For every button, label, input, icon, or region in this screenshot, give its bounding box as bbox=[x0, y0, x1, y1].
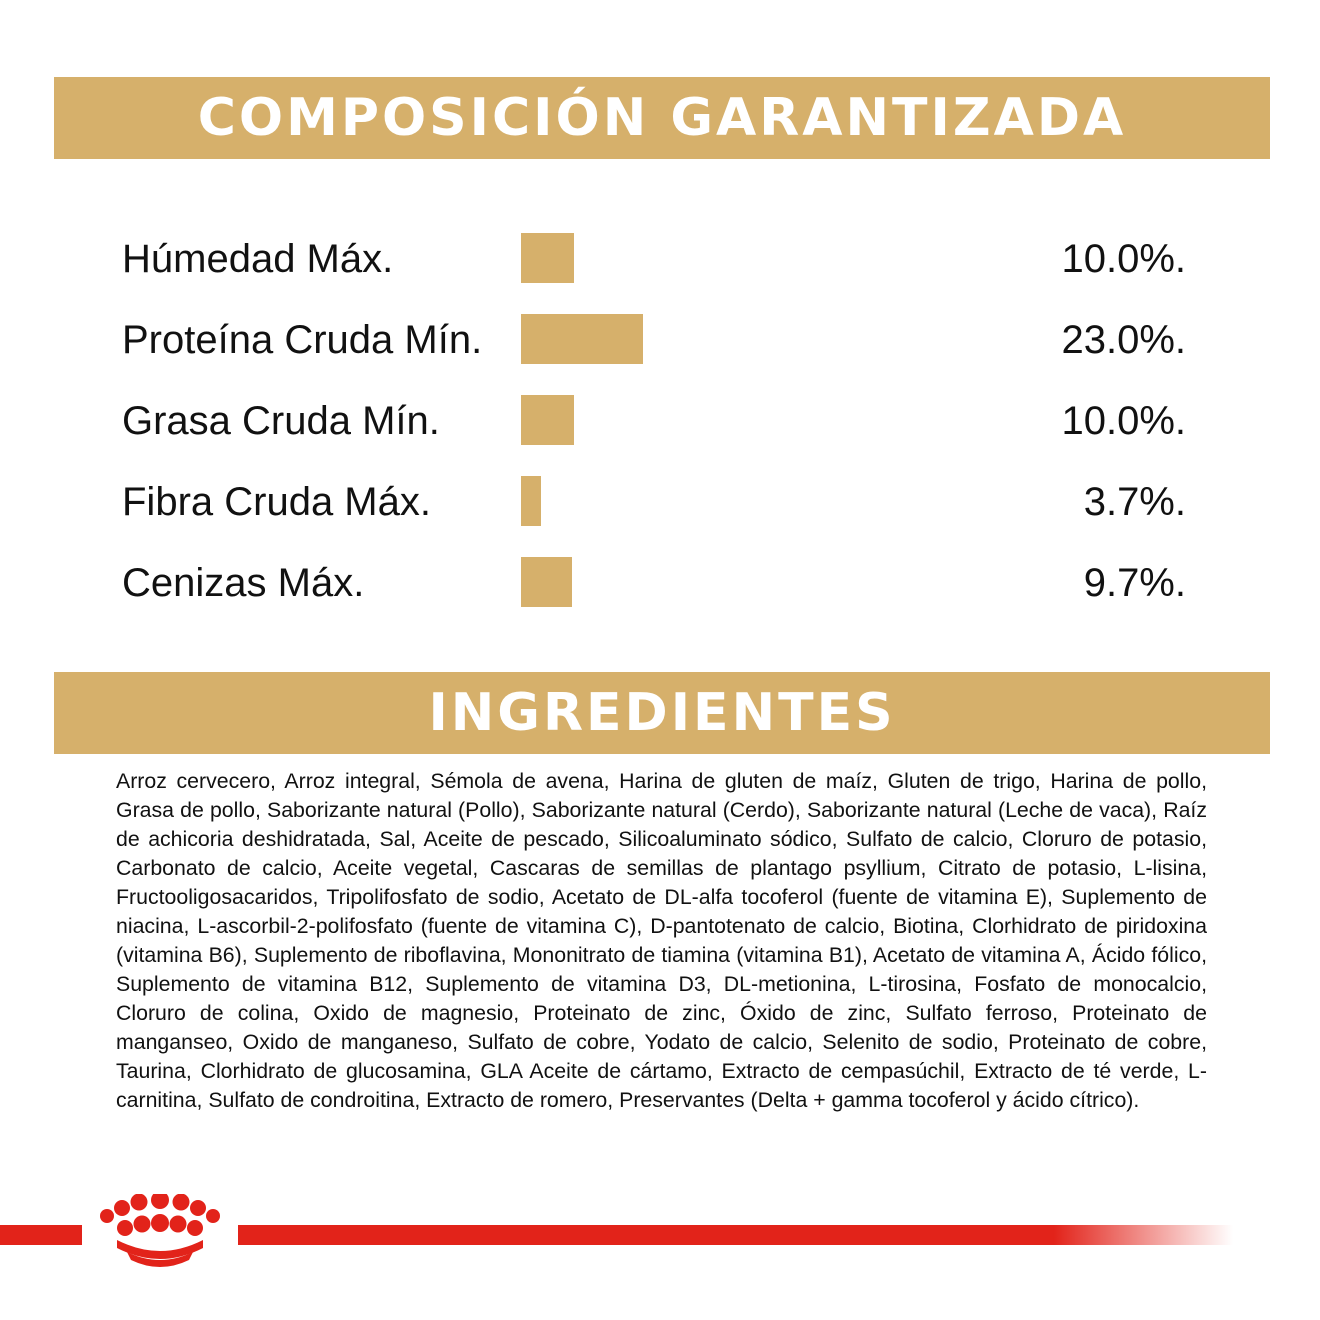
value-label: 9.7%. bbox=[1083, 561, 1186, 605]
crown-dot bbox=[172, 1194, 190, 1211]
bar bbox=[521, 395, 574, 445]
crown-dot bbox=[187, 1220, 203, 1236]
crown-dot bbox=[206, 1209, 220, 1223]
ingredients-list: Arroz cervecero, Arroz integral, Sémola … bbox=[116, 769, 1207, 1112]
composition-title: COMPOSICIÓN GARANTIZADA bbox=[197, 88, 1127, 148]
crown-dot bbox=[151, 1194, 169, 1209]
bar bbox=[521, 557, 573, 607]
category-label: Grasa Cruda Mín. bbox=[122, 399, 440, 443]
bar bbox=[521, 314, 643, 364]
bar bbox=[521, 476, 541, 526]
bar bbox=[521, 233, 574, 283]
category-label: Húmedad Máx. bbox=[122, 237, 394, 281]
crown-dot bbox=[114, 1200, 130, 1216]
crown-dot bbox=[117, 1220, 133, 1236]
crown-dot bbox=[133, 1215, 151, 1233]
crown-dot bbox=[190, 1200, 206, 1216]
value-label: 3.7%. bbox=[1083, 480, 1186, 524]
category-label: Fibra Cruda Máx. bbox=[122, 480, 431, 524]
composition-banner: COMPOSICIÓN GARANTIZADA bbox=[54, 77, 1270, 159]
value-label: 10.0%. bbox=[1061, 399, 1186, 443]
crown-dot bbox=[100, 1209, 114, 1223]
royal-canin-crown-icon bbox=[100, 1194, 220, 1267]
ingredients-banner: INGREDIENTES bbox=[54, 672, 1270, 754]
category-label: Cenizas Máx. bbox=[122, 561, 365, 605]
value-label: 23.0%. bbox=[1061, 318, 1186, 362]
crown-dot bbox=[151, 1214, 169, 1232]
footer-line-right bbox=[238, 1225, 1233, 1245]
crown-dot bbox=[130, 1194, 148, 1211]
ingredients-title: INGREDIENTES bbox=[428, 683, 896, 743]
crown-dot bbox=[169, 1215, 187, 1233]
value-label: 10.0%. bbox=[1061, 237, 1186, 281]
footer-line-left bbox=[0, 1225, 82, 1245]
category-label: Proteína Cruda Mín. bbox=[122, 318, 483, 362]
